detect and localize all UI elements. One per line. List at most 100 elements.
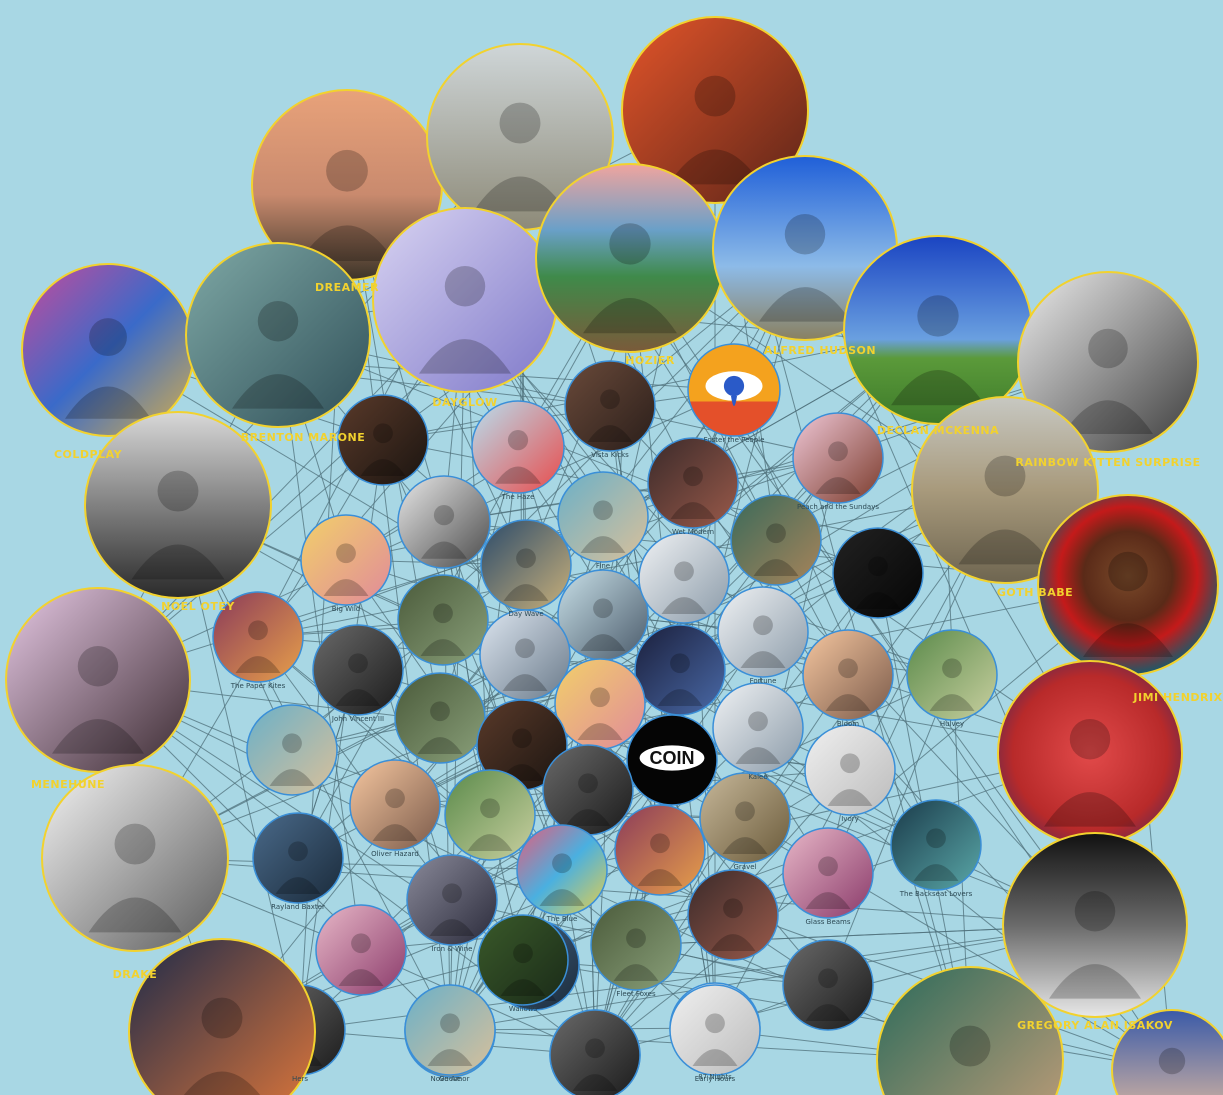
artist-node-small[interactable] xyxy=(638,532,730,624)
artist-node-small[interactable] xyxy=(564,360,656,452)
artist-node-large[interactable] xyxy=(1017,271,1199,453)
artist-label-small: The Paper Kites xyxy=(230,682,286,690)
artist-label-small: 87 Nights xyxy=(698,1073,732,1081)
artist-node-small[interactable] xyxy=(477,914,569,1006)
artist-label-large: DRAKE xyxy=(113,968,158,981)
artist-node-small[interactable] xyxy=(312,624,404,716)
artist-node-small[interactable] xyxy=(300,514,392,606)
artist-label-small: Peach and the Sundays xyxy=(797,503,879,511)
artist-node-small[interactable] xyxy=(699,772,791,864)
artist-label-small: Foster the People xyxy=(704,436,765,444)
artist-node-small[interactable] xyxy=(549,1009,641,1095)
artist-node-small[interactable] xyxy=(782,939,874,1031)
artist-label-small: Ivory xyxy=(841,815,859,823)
artist-node-small[interactable] xyxy=(687,869,779,961)
artist-node-small[interactable] xyxy=(687,343,781,448)
artist-node-small[interactable] xyxy=(516,824,608,916)
artist-label-large: NOEL OTEY xyxy=(161,600,235,613)
coin-logo-text: COIN xyxy=(650,748,695,768)
graph-edge xyxy=(635,844,937,946)
artist-label-small: Fleet Foxes xyxy=(616,990,656,998)
graph-edge xyxy=(134,299,466,859)
graph-edge xyxy=(827,674,953,986)
artist-label-small: The Blue xyxy=(546,915,578,923)
artist-node-small[interactable] xyxy=(471,400,565,494)
artist-node-large[interactable] xyxy=(21,263,195,437)
graph-edge xyxy=(449,924,1096,1031)
graph-edge xyxy=(277,334,839,459)
artist-node-small[interactable] xyxy=(614,804,706,896)
artist-node-small[interactable] xyxy=(669,984,761,1076)
artist-node-small[interactable] xyxy=(397,574,489,666)
artist-node-small[interactable] xyxy=(557,569,649,661)
artist-node-large[interactable] xyxy=(41,764,229,952)
artist-node-small[interactable] xyxy=(246,704,338,796)
artist-node-small[interactable] xyxy=(832,527,924,619)
artist-node-small[interactable] xyxy=(634,624,726,716)
artist-label-small: Day Wave xyxy=(508,610,543,618)
artist-node-small[interactable] xyxy=(590,899,682,991)
artist-node-small[interactable] xyxy=(212,591,304,683)
artist-node-large[interactable] xyxy=(997,660,1183,846)
graph-edge xyxy=(683,577,953,676)
artist-node-large[interactable] xyxy=(5,587,191,773)
artist-node-small[interactable] xyxy=(337,394,429,486)
artist-label-small: Kaleo xyxy=(748,773,767,781)
artist-node-small[interactable] xyxy=(792,412,884,504)
artist-node-small[interactable] xyxy=(730,494,822,586)
artist-node-small[interactable] xyxy=(349,759,441,851)
artist-node-small[interactable] xyxy=(647,437,739,529)
artist-node-large[interactable] xyxy=(426,43,614,231)
graph-edge xyxy=(439,446,519,719)
artist-node-small[interactable] xyxy=(804,724,896,816)
coin-logo-icon xyxy=(639,745,705,771)
artist-label-large: BRENTON MARONE xyxy=(241,431,365,444)
artist-node-large[interactable] xyxy=(1111,1009,1223,1095)
artist-node-large[interactable] xyxy=(1002,832,1188,1018)
artist-node-small[interactable]: COIN xyxy=(626,714,718,806)
artist-label-small: Oliver Hazard xyxy=(371,850,419,858)
graph-edge xyxy=(257,636,453,901)
artist-node-large[interactable] xyxy=(843,235,1033,425)
artist-label-large: HOZIER xyxy=(625,354,675,367)
artist-node-small[interactable] xyxy=(802,629,894,721)
artist-node-large[interactable] xyxy=(251,89,443,281)
artist-label-small: Gravel xyxy=(734,863,757,871)
artist-node-small[interactable] xyxy=(542,744,634,836)
artist-node-small[interactable] xyxy=(717,586,809,678)
artist-node-large[interactable] xyxy=(621,16,809,204)
artist-node-small[interactable] xyxy=(890,799,982,891)
artist-node-small[interactable] xyxy=(906,629,998,721)
artist-node-small[interactable] xyxy=(444,769,536,861)
artist-node-small[interactable] xyxy=(480,519,572,611)
artist-node-small[interactable] xyxy=(397,475,491,569)
artist-node-small[interactable] xyxy=(252,812,344,904)
artist-node-large[interactable] xyxy=(372,207,558,393)
artist-label-large: RAINBOW KITTEN SURPRISE xyxy=(1015,456,1200,469)
artist-node-large[interactable] xyxy=(185,242,371,428)
graph-edge xyxy=(382,389,735,441)
artist-node-small[interactable] xyxy=(557,471,649,563)
artist-node-small[interactable] xyxy=(782,827,874,919)
artist-node-small[interactable] xyxy=(554,658,646,750)
artist-node-small[interactable] xyxy=(406,854,498,946)
artist-label-small: Early Hours xyxy=(695,1075,736,1083)
artist-label-small: Wallows xyxy=(509,1005,538,1013)
artist-node-large[interactable] xyxy=(876,966,1064,1095)
artist-node-small[interactable] xyxy=(394,672,486,764)
artist-node-small[interactable] xyxy=(404,984,496,1076)
artist-node-large[interactable] xyxy=(1037,494,1219,676)
artist-label-small: Big Wild xyxy=(332,605,361,613)
artist-node-large[interactable] xyxy=(84,411,272,599)
artist-node-large[interactable] xyxy=(128,938,316,1095)
artist-label-small: Vista Kicks xyxy=(591,451,629,459)
artist-label-large: DREAMER xyxy=(315,281,379,294)
artist-node-small[interactable] xyxy=(315,904,407,996)
label-layer: Vista Kicks Foster the People The Haze Peac… xyxy=(31,281,1222,1083)
artist-node-small[interactable] xyxy=(479,609,571,701)
artist-node-small[interactable] xyxy=(712,682,804,774)
artist-label-small: The Backseat Lovers xyxy=(899,890,973,898)
artist-node-large[interactable] xyxy=(535,163,725,353)
artist-label-large: MENEHUNE xyxy=(31,778,105,791)
